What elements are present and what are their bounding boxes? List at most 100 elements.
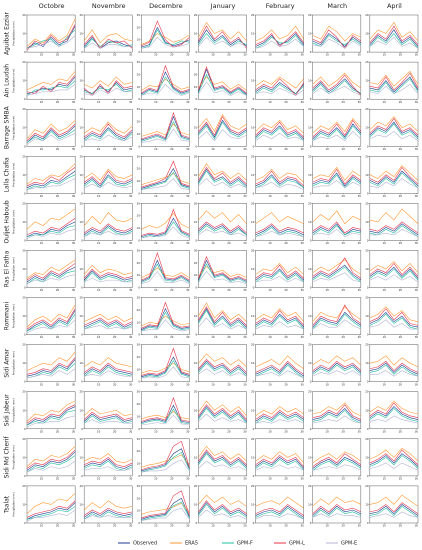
y-tick-label: 10 bbox=[308, 173, 312, 177]
x-tick-label: 20 bbox=[56, 53, 60, 57]
x-tick-label: 10 bbox=[154, 288, 158, 292]
y-tick-label: 20 bbox=[137, 167, 141, 171]
panel-frame bbox=[198, 61, 247, 100]
x-tick-label: 20 bbox=[399, 335, 403, 339]
x-tick-label: 30 bbox=[186, 241, 190, 245]
x-tick-label: 20 bbox=[56, 241, 60, 245]
series-line bbox=[369, 407, 419, 422]
x-tick-label: 20 bbox=[284, 524, 288, 528]
x-tick-label: 10 bbox=[268, 147, 272, 151]
y-tick-label: 0 bbox=[24, 97, 26, 101]
x-tick-label: 30 bbox=[72, 382, 76, 386]
series-line bbox=[312, 409, 361, 424]
series-line bbox=[312, 496, 361, 507]
series-line bbox=[369, 308, 419, 326]
series-line bbox=[198, 413, 247, 424]
x-tick-label: 30 bbox=[129, 288, 133, 292]
y-tick-label: 10 bbox=[251, 314, 255, 318]
series-line bbox=[369, 72, 419, 91]
y-tick-label: 20 bbox=[251, 248, 255, 252]
series-line bbox=[26, 351, 76, 371]
series-line bbox=[369, 29, 419, 47]
series-line bbox=[141, 76, 190, 96]
series-line bbox=[312, 131, 362, 142]
x-tick-label: 30 bbox=[129, 382, 133, 386]
y-tick-label: 10 bbox=[22, 220, 26, 224]
legend-label: GPM-E bbox=[341, 541, 357, 547]
series-line bbox=[141, 267, 190, 278]
x-tick-label: 30 bbox=[72, 477, 76, 481]
panel-frame bbox=[26, 250, 76, 288]
series-line bbox=[26, 506, 76, 520]
series-line bbox=[255, 455, 304, 467]
x-tick-label: 10 bbox=[97, 524, 101, 528]
y-tick-label: 10 bbox=[137, 226, 141, 230]
y-tick-label: 20 bbox=[22, 437, 26, 441]
series-line bbox=[84, 458, 133, 469]
series-line bbox=[312, 210, 361, 225]
y-axis-label: Precipitation (mm) bbox=[12, 21, 16, 45]
y-tick-label: 0 bbox=[81, 144, 83, 148]
series-line bbox=[255, 513, 304, 520]
series-line bbox=[255, 355, 304, 369]
y-tick-label: 20 bbox=[137, 449, 141, 453]
x-tick-label: 30 bbox=[72, 194, 76, 198]
series-line bbox=[255, 364, 304, 379]
y-tick-label: 10 bbox=[80, 79, 84, 83]
x-tick-label: 20 bbox=[170, 335, 174, 339]
y-tick-label: 10 bbox=[137, 367, 141, 371]
y-tick-label: 20 bbox=[137, 120, 141, 124]
row-label: Ouljet Haboub bbox=[4, 200, 11, 243]
x-tick-label: 20 bbox=[284, 335, 288, 339]
x-tick-label: 20 bbox=[56, 147, 60, 151]
series-line bbox=[83, 408, 133, 417]
series-line bbox=[198, 115, 247, 136]
x-tick-label: 20 bbox=[56, 382, 60, 386]
y-tick-label: 30 bbox=[137, 154, 141, 158]
x-tick-label: 30 bbox=[300, 429, 304, 433]
x-tick-label: 10 bbox=[383, 147, 387, 151]
x-tick-label: 30 bbox=[415, 53, 419, 57]
x-tick-label: 20 bbox=[56, 429, 60, 433]
y-tick-label: 20 bbox=[251, 343, 255, 347]
y-tick-label: 20 bbox=[365, 390, 369, 394]
series-line bbox=[84, 515, 133, 520]
series-line bbox=[83, 357, 133, 368]
series-line bbox=[141, 217, 190, 238]
y-tick-label: 10 bbox=[194, 314, 198, 318]
series-line bbox=[83, 36, 133, 49]
y-tick-label: 0 bbox=[310, 380, 312, 384]
series-line bbox=[198, 178, 247, 189]
y-tick-label: 20 bbox=[80, 484, 84, 488]
x-tick-label: 30 bbox=[186, 194, 190, 198]
series-line bbox=[26, 71, 76, 91]
series-line bbox=[26, 229, 76, 239]
series-line bbox=[198, 368, 247, 377]
series-line bbox=[83, 364, 133, 375]
y-tick-label: 10 bbox=[80, 408, 84, 412]
series-line bbox=[255, 315, 304, 330]
series-line bbox=[312, 221, 361, 234]
x-tick-label: 30 bbox=[186, 288, 190, 292]
x-tick-label: 30 bbox=[358, 382, 362, 386]
series-line bbox=[198, 503, 247, 518]
panel-frame bbox=[141, 485, 190, 524]
series-line bbox=[141, 507, 190, 521]
y-tick-label: 10 bbox=[137, 414, 141, 418]
y-tick-label: 10 bbox=[80, 173, 84, 177]
y-tick-label: 10 bbox=[194, 361, 198, 365]
series-line bbox=[26, 84, 76, 96]
series-line bbox=[369, 402, 419, 418]
series-line bbox=[26, 76, 76, 94]
series-line bbox=[198, 119, 247, 138]
row-label: Rommani bbox=[4, 302, 11, 331]
y-tick-label: 20 bbox=[251, 437, 255, 441]
x-tick-label: 30 bbox=[415, 194, 419, 198]
y-axis-label: Precipitation (mm) bbox=[12, 116, 16, 140]
series-line bbox=[255, 121, 304, 138]
x-tick-label: 20 bbox=[399, 194, 403, 198]
y-tick-label: 10 bbox=[251, 361, 255, 365]
y-tick-label: 20 bbox=[22, 201, 26, 205]
x-tick-label: 20 bbox=[284, 288, 288, 292]
series-line bbox=[255, 181, 304, 190]
